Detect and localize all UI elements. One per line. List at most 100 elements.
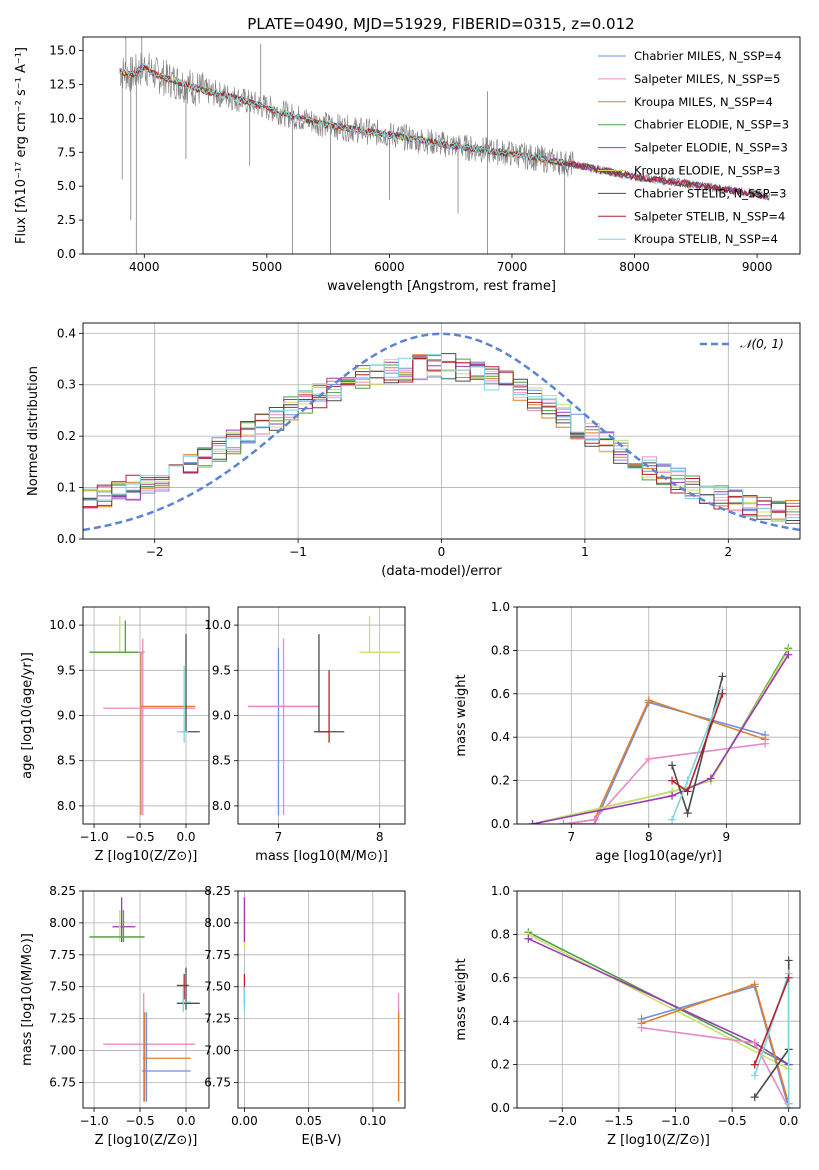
x-tick-label: 5000	[252, 260, 283, 274]
weight-marker	[718, 689, 727, 698]
y-tick-label: 7.75	[49, 948, 76, 962]
y-tick-label: 8.5	[57, 754, 76, 768]
plot-frame	[237, 606, 406, 825]
weight-marker	[750, 1060, 759, 1069]
x-axis-label: mass [log10(M/M⊙)]	[255, 849, 388, 864]
x-tick-label: −1.0	[79, 830, 108, 844]
weight-marker	[524, 934, 533, 943]
y-tick-label: 0.3	[57, 378, 76, 392]
y-tick-label: 0.0	[57, 532, 76, 546]
plot-area	[524, 928, 793, 1108]
y-tick-label: 8.25	[49, 884, 76, 898]
y-tick-label: 0.0	[57, 247, 76, 261]
legend-label: Salpeter ELODIE, N_SSP=3	[634, 141, 788, 155]
y-tick-label: 8.5	[212, 754, 231, 768]
x-tick-label: 7	[567, 830, 575, 844]
plot-area	[243, 897, 400, 1102]
y-tick-label: 9.0	[212, 709, 231, 723]
weight-marker	[528, 820, 537, 824]
x-axis-label: age [log10(age/yr)]	[595, 849, 722, 864]
weight-marker	[637, 1023, 646, 1032]
x-tick-label: −0.5	[125, 830, 154, 844]
x-tick-label: 0.05	[295, 1114, 322, 1128]
y-tick-label: 0.4	[491, 1014, 510, 1028]
plot-area	[83, 332, 800, 532]
weight-marker	[668, 791, 677, 800]
weight-marker	[644, 696, 653, 705]
y-axis-label: mass weight	[454, 958, 469, 1040]
x-axis-label: (data-model)/error	[381, 564, 502, 579]
x-tick-label: −1.0	[79, 1114, 108, 1128]
weight-marker	[559, 820, 568, 824]
x-tick-label: 7000	[497, 260, 528, 274]
x-tick-label: 0.0	[779, 1114, 798, 1128]
legend-label: Chabrier ELODIE, N_SSP=3	[634, 118, 789, 132]
weight-marker	[683, 809, 692, 818]
x-tick-label: −1.5	[604, 1114, 633, 1128]
y-tick-label: 7.50	[49, 980, 76, 994]
y-tick-label: 0.6	[491, 971, 510, 985]
residual-histogram	[83, 356, 800, 521]
y-axis-label: Flux [fλ10⁻¹⁷ erg cm⁻² s⁻¹ A⁻¹]	[14, 47, 29, 244]
plot-frame	[516, 606, 801, 825]
panel-weight_vs_age: 7 8 9 0.0 0.2 0.4 0.6 0.8 1.0 age [log10(age/yr)]…	[454, 600, 801, 864]
y-tick-label: 0.0	[491, 817, 510, 831]
x-tick-label: 9000	[742, 260, 773, 274]
y-tick-label: 0.1	[57, 481, 76, 495]
y-tick-label: 7.5	[57, 145, 76, 159]
y-axis-label: age [log10(age/yr)]	[20, 652, 35, 779]
y-axis-label: Normed distribution	[26, 366, 41, 496]
y-tick-label: 7.00	[204, 1044, 231, 1058]
residual-histogram	[83, 353, 800, 522]
x-tick-label: −1.0	[661, 1114, 690, 1128]
y-tick-label: 1.0	[491, 600, 510, 614]
legend-label: Salpeter STELIB, N_SSP=4	[634, 209, 785, 223]
y-tick-label: 8.00	[204, 916, 231, 930]
x-tick-label: 8000	[619, 260, 650, 274]
y-axis-label: mass weight	[454, 674, 469, 756]
model-fit-line	[119, 63, 565, 167]
legend-label: Kroupa MILES, N_SSP=4	[634, 95, 773, 109]
y-tick-label: 6.75	[49, 1075, 76, 1089]
weight-marker	[784, 956, 793, 965]
y-tick-label: 15.0	[49, 44, 76, 58]
weight-marker	[644, 754, 653, 763]
x-tick-label: 6000	[374, 260, 405, 274]
x-tick-label: 4000	[129, 260, 160, 274]
x-tick-label: −0.5	[125, 1114, 154, 1128]
x-tick-label: 2	[724, 545, 732, 559]
y-tick-label: 7.00	[49, 1044, 76, 1058]
y-tick-label: 10.0	[204, 618, 231, 632]
y-tick-label: 0.6	[491, 687, 510, 701]
x-tick-label: −1	[289, 545, 307, 559]
panel-residuals: −2 −1 0 1 2 0.0 0.1 0.2 0.3 0.4 (data-model)/error…	[26, 322, 801, 579]
y-tick-label: 9.5	[212, 663, 231, 677]
weight-marker	[683, 787, 692, 796]
y-tick-label: 8.0	[57, 799, 76, 813]
weight-marker	[784, 973, 793, 982]
panel-mass_vs_Z: −1.0 −0.5 0.0 6.75 7.00 7.25 7.50 7.75 8.00 8.25 Z…	[20, 884, 210, 1148]
weight-series-line	[532, 654, 790, 824]
y-tick-label: 1.0	[491, 884, 510, 898]
weight-marker	[668, 815, 677, 824]
y-tick-label: 7.25	[204, 1012, 231, 1026]
weight-marker	[784, 1099, 793, 1108]
plot-frame	[82, 606, 210, 825]
weight-series-line	[563, 699, 766, 824]
y-tick-label: 7.75	[204, 948, 231, 962]
plot-area	[89, 616, 200, 815]
plot-area	[89, 897, 200, 1102]
weight-marker	[683, 776, 692, 785]
x-tick-label: 8	[376, 830, 384, 844]
plot-frame	[516, 890, 801, 1109]
legend-label: Chabrier MILES, N_SSP=4	[634, 49, 781, 63]
weight-marker	[750, 1038, 759, 1047]
legend-label: Chabrier STELIB, N_SSP=3	[634, 186, 786, 200]
plot-frame	[237, 890, 406, 1109]
x-tick-label: 8	[645, 830, 653, 844]
plots: 4000 5000 6000 7000 8000 90000.02.55.07.510.0…	[14, 36, 801, 1148]
plot-area	[248, 616, 400, 815]
panel-spectrum: 4000 5000 6000 7000 8000 9000 0.0 2.5 5.0 7.5 10.0…	[14, 36, 801, 294]
weight-marker	[668, 776, 677, 785]
